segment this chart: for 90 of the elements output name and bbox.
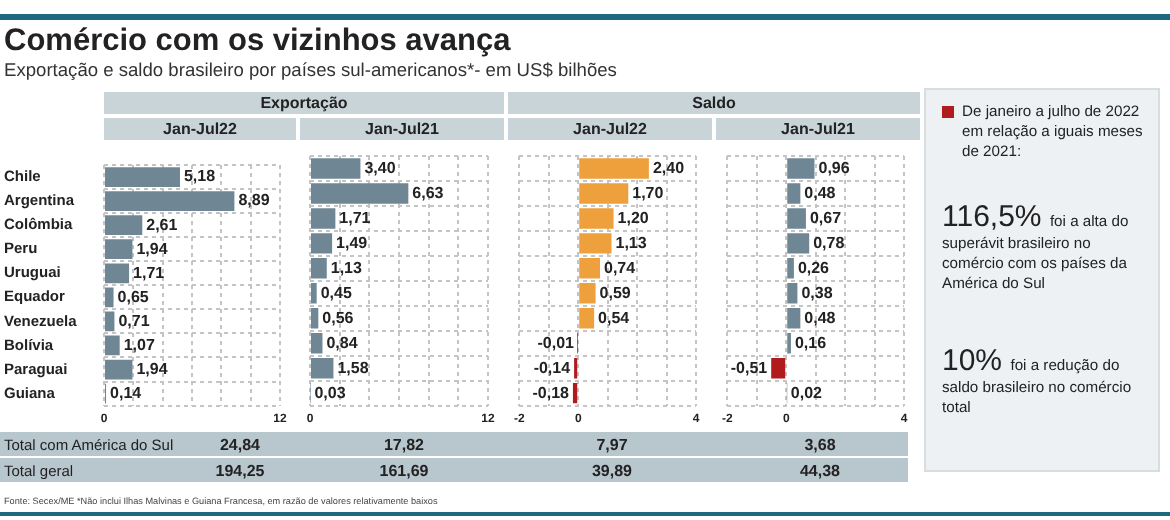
- text: 7,97: [594, 434, 630, 456]
- bar: [105, 191, 235, 211]
- chart-title: Jan-Jul22: [104, 118, 296, 140]
- bar: [579, 308, 595, 329]
- bar: [311, 332, 323, 354]
- chart-title: Jan-Jul22: [508, 118, 712, 140]
- data-label: 1,49: [336, 233, 369, 252]
- data-label: 5,18: [183, 167, 217, 186]
- bar: [105, 359, 133, 380]
- bar: [105, 335, 120, 356]
- bar: [311, 183, 409, 204]
- bar: [787, 208, 806, 229]
- data-label: 1,58: [337, 358, 370, 377]
- bar: [771, 357, 786, 379]
- text: 39,89: [589, 460, 635, 482]
- bar: [579, 283, 596, 304]
- bar: [311, 233, 333, 254]
- data-label: -0,18: [532, 383, 571, 402]
- data-label: 0,78: [813, 233, 846, 252]
- data-label: 0,71: [118, 311, 151, 330]
- data-label: 0,03: [314, 383, 347, 402]
- bar: [579, 233, 612, 254]
- data-label: 6,63: [412, 183, 445, 202]
- data-label: 0,54: [598, 308, 631, 327]
- data-label: 3,40: [364, 158, 397, 177]
- data-label: 1,13: [330, 258, 363, 277]
- text: 44,38: [797, 460, 843, 482]
- data-label: 0,84: [326, 333, 359, 352]
- text: 17,82: [381, 434, 427, 456]
- bar: [579, 208, 614, 229]
- data-label: 1,07: [123, 335, 156, 354]
- bar: [311, 283, 317, 304]
- data-label: 8,89: [238, 191, 271, 210]
- bar: [787, 158, 815, 179]
- bar: [311, 158, 361, 179]
- bar: [105, 239, 133, 260]
- bar: [787, 283, 798, 304]
- text: Exportação e saldo brasileiro por países sul-americanos*- em US$ bilhões: [4, 60, 617, 80]
- bar: [311, 258, 327, 279]
- bar: [579, 258, 601, 279]
- data-label: -0,51: [730, 358, 769, 377]
- bar: [105, 167, 180, 187]
- data-label: 0,38: [801, 283, 834, 302]
- bar: [579, 183, 629, 204]
- data-label: 0,59: [599, 283, 632, 302]
- data-label: 2,61: [146, 215, 179, 234]
- text: 3,68: [802, 434, 838, 456]
- bar: [787, 258, 794, 279]
- bar: [579, 158, 649, 179]
- chart-subtitle: Saldo: [508, 92, 920, 114]
- bar: [105, 263, 130, 284]
- bar: [311, 208, 336, 229]
- bar: [572, 382, 578, 404]
- data-label: 0,65: [117, 287, 150, 306]
- bar: [787, 308, 801, 329]
- data-label: 0,74: [604, 258, 637, 277]
- data-label: 0,56: [322, 308, 355, 327]
- data-label: -0,14: [533, 358, 572, 377]
- data-label: 1,94: [136, 359, 169, 378]
- data-label: 0,48: [804, 308, 837, 327]
- bar: [311, 308, 319, 329]
- data-label: 0,67: [809, 208, 843, 227]
- text: 161,69: [377, 460, 431, 482]
- data-label: 0,45: [320, 283, 353, 302]
- data-label: 1,13: [615, 233, 648, 252]
- data-label: 0,16: [794, 333, 828, 352]
- data-label: 1,70: [632, 183, 665, 202]
- data-label: 0,96: [818, 158, 851, 177]
- text: 194,25: [213, 460, 267, 482]
- bar: [787, 233, 810, 254]
- data-label: 1,71: [339, 208, 372, 227]
- bar: [105, 311, 115, 332]
- data-label: 2,40: [652, 158, 686, 177]
- chart-title: Jan-Jul21: [716, 118, 920, 140]
- data-label: 1,94: [136, 239, 169, 258]
- text: Comércio com os vizinhos avança: [4, 24, 511, 60]
- data-label: 0,14: [110, 383, 143, 402]
- data-label: 0,26: [797, 258, 831, 277]
- data-label: -0,01: [537, 333, 576, 352]
- bar: [105, 287, 114, 308]
- data-label: 0,02: [790, 383, 824, 402]
- text: 24,84: [217, 434, 263, 456]
- data-label: 1,71: [133, 263, 166, 282]
- data-label: 1,20: [617, 208, 650, 227]
- bar: [787, 183, 801, 204]
- bar: [311, 357, 334, 379]
- chart-title: Jan-Jul21: [300, 118, 504, 140]
- bar: [105, 215, 143, 236]
- chart-subtitle: Exportação: [104, 92, 504, 114]
- data-label: 0,48: [804, 183, 837, 202]
